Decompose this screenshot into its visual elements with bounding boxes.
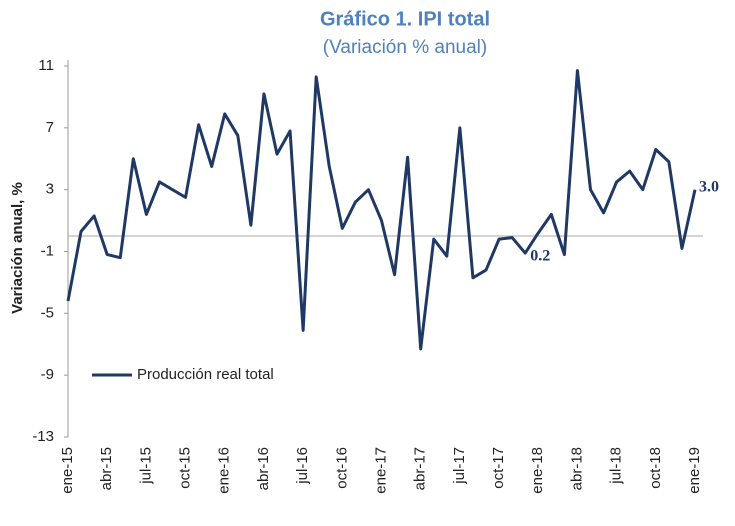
chart-subtitle: (Variación % anual) (323, 37, 487, 58)
x-tick-label: ene-17 (372, 447, 389, 494)
y-tick-label: -13 (32, 428, 54, 445)
x-tick-label: abr-15 (98, 447, 115, 490)
data-label: 0.2 (530, 248, 550, 265)
y-tick-label: 3 (46, 181, 54, 198)
x-tick-label: ene-19 (686, 447, 703, 494)
x-tick-label: oct-15 (177, 447, 194, 489)
y-tick-label: -9 (41, 366, 54, 383)
x-tick-label: jul-15 (137, 447, 154, 485)
x-tick-label: oct-18 (647, 447, 664, 489)
x-tick-label: jul-16 (294, 447, 311, 485)
legend-label: Producción real total (137, 366, 274, 383)
y-tick-label: 11 (38, 57, 54, 74)
chart-title: Gráfico 1. IPI total (320, 8, 490, 30)
x-tick-label: oct-16 (333, 447, 350, 489)
x-tick-label: abr-16 (255, 447, 272, 490)
data-label: 3.0 (699, 178, 719, 195)
x-tick-label: jul-17 (451, 447, 468, 485)
x-tick-label: ene-16 (216, 447, 233, 494)
y-tick-label: -1 (41, 242, 54, 259)
data-line (66, 69, 697, 351)
x-tick-label: ene-18 (529, 447, 546, 494)
x-tick-label: ene-15 (59, 447, 76, 494)
x-tick-label: abr-18 (568, 447, 585, 490)
x-tick-label: abr-17 (412, 447, 429, 490)
y-tick-label: 7 (46, 119, 54, 136)
y-tick-label: -5 (41, 304, 54, 321)
y-axis-label: Variación anual, % (9, 182, 26, 314)
x-tick-label: oct-17 (490, 447, 507, 489)
x-tick-label: jul-18 (608, 447, 625, 485)
